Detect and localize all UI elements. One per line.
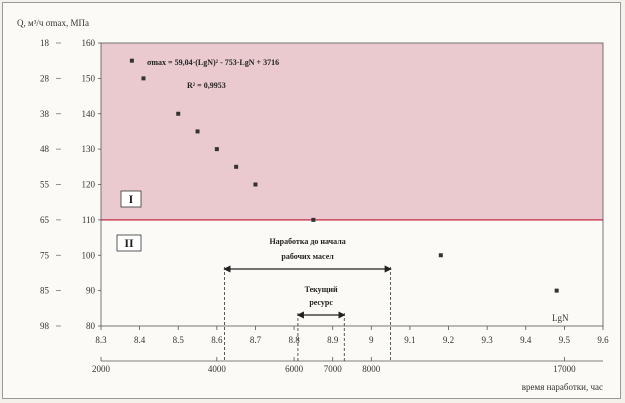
x-tick-label: 8.4 [134,335,146,345]
secondary-tick-label: 7000 [324,364,343,374]
x-tick-label: 9.5 [559,335,571,345]
data-point [214,147,219,152]
chart-svg: Q, м³/ч σmax, МПа 160 18 150 28 140 38 130 48 12… [17,18,609,392]
zone-1-band [101,43,603,220]
y-tick-label-sigma: 120 [82,180,96,190]
x-tick-label: 9.2 [443,335,454,345]
x-tick-label: 8.5 [173,335,185,345]
y-ticks: 160 18 150 28 140 38 130 48 120 55 110 65 100 75 90 85 8… [40,38,101,331]
y-axis-header: Q, м³/ч σmax, МПа [17,18,89,28]
y-tick-label-sigma: 90 [86,286,96,296]
zone-1-label: I [129,192,134,206]
y-tick-label-q: 85 [40,286,50,296]
y-tick-label-q: 48 [40,144,50,154]
secondary-tick-label: 8000 [362,364,381,374]
secondary-tick-label: 6000 [285,364,304,374]
y-tick-label-sigma: 100 [82,250,96,260]
zone-2-label-box [116,234,142,252]
x-tick-label: 9.6 [597,335,609,345]
annotation-2-text-1: Текущий [305,285,338,294]
y-tick-label-q: 55 [40,180,50,190]
y-tick-label-sigma: 160 [82,38,96,48]
equation-line-1: σmax = 59,04·(LgN)² - 753·LgN + 3716 [147,58,279,67]
y-tick-label-q: 28 [40,73,50,83]
y-tick-label-sigma: 130 [82,144,96,154]
x-tick-label: 9.4 [520,335,532,345]
data-point [141,76,146,81]
data-point [234,164,239,169]
annotation-2-text-2: ресурс [309,298,333,307]
y-tick-label-q: 18 [40,38,50,48]
data-point [195,129,200,134]
y-tick-label-q: 38 [40,109,50,119]
secondary-tick-label: 17000 [553,364,576,374]
x-tick-label: 9.1 [404,335,415,345]
data-point [438,253,443,258]
y-tick-label-q: 75 [40,250,50,260]
secondary-x-label: время наработки, час [522,382,603,392]
x-ticks: 8.3 8.4 8.5 8.6 8.7 8.8 8.9 9 9.1 9.2 9.3 9.4 9.5 9.6 [95,326,609,345]
x-axis-label: LgN [552,313,569,323]
secondary-tick-label: 2000 [92,364,111,374]
y-tick-label-q: 98 [40,321,50,331]
x-tick-label: 8.8 [288,335,300,345]
data-point [129,58,134,63]
data-point [176,111,181,116]
x-tick-label: 9 [369,335,374,345]
zone-2-label: II [124,236,134,250]
zone-1-label-box [120,190,142,208]
x-tick-label: 8.6 [211,335,223,345]
x-tick-label: 9.3 [482,335,494,345]
x-tick-label: 8.7 [250,335,262,345]
data-point [311,217,316,222]
y-tick-label-sigma: 80 [86,321,96,331]
annotation-1-text-2: рабочих масел [281,252,334,261]
y-tick-label-q: 65 [40,215,50,225]
y-tick-label-sigma: 150 [82,73,96,83]
data-points [129,58,559,293]
equation-line-2: R² = 0,9953 [187,81,226,90]
x-tick-label: 8.9 [327,335,339,345]
data-point [253,182,258,187]
chart-frame: Q, м³/ч σmax, МПа 160 18 150 28 140 38 130 48 12… [2,2,621,399]
y-tick-label-sigma: 110 [82,215,96,225]
secondary-tick-label: 4000 [208,364,227,374]
x-tick-label: 8.3 [95,335,107,345]
data-point [554,288,559,293]
annotations: Наработка до начала рабочих масел Текущий р… [223,237,392,361]
y-tick-label-sigma: 140 [82,109,96,119]
secondary-x-axis: 2000 4000 6000 7000 8000 17000 [92,357,603,374]
annotation-1-text-1: Наработка до начала [269,237,345,246]
